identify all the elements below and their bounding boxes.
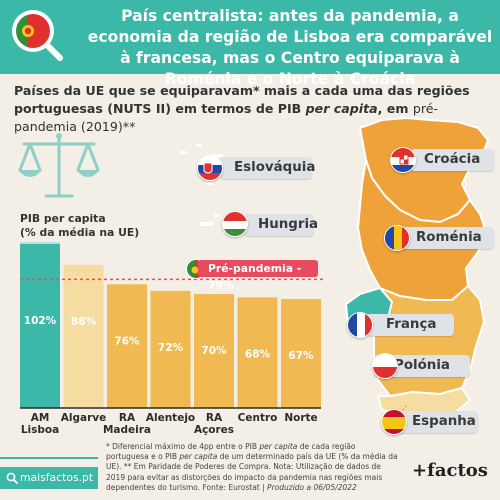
bar <box>150 290 191 408</box>
country-name: Croácia <box>424 152 481 167</box>
footer-divider <box>0 457 98 459</box>
bar-value-label: 72% <box>158 342 184 354</box>
x-tick-label: Lisboa <box>21 424 59 436</box>
country-label-slovakia: Eslováquia <box>220 157 316 179</box>
x-tick-label: Centro <box>238 412 278 424</box>
page-title: País centralista: antes da pandemia, a e… <box>87 7 493 88</box>
country-label-france: França <box>366 314 454 336</box>
brand-logo: +factos <box>412 460 488 481</box>
footnote-italic-2: per capita <box>179 452 218 462</box>
bar <box>237 297 278 408</box>
footnote-text-1: * Diferencial máximo de 4pp entre o PIB <box>106 442 260 451</box>
poland-flag <box>372 353 398 379</box>
bar <box>20 242 60 408</box>
bar <box>63 264 104 408</box>
bar <box>281 298 321 408</box>
country-name: Espanha <box>412 414 476 429</box>
reference-line-label: Pré-pandemia - 79% <box>198 260 318 292</box>
subtitle-part1: Países da UE que se equiparavam* mais a … <box>14 83 470 116</box>
y-axis-label: PIB per capita (% da média na UE) <box>20 212 139 240</box>
footnote-text-3: de um determinado país da UE (% da média… <box>106 452 398 492</box>
country-name: Roménia <box>416 230 482 245</box>
bar-value-label: 76% <box>114 335 140 347</box>
footnote-text-2: de cada região portuguesa e o PIB <box>106 442 356 462</box>
country-label-spain: Espanha <box>394 411 478 433</box>
country-name: França <box>386 317 437 332</box>
spain-flag <box>381 409 407 435</box>
subtitle-part2: , em <box>377 101 413 116</box>
bar <box>107 284 147 408</box>
bar <box>194 294 234 408</box>
x-tick-label: Açores <box>194 424 234 436</box>
footnote-italic-3: Produzido a 06/05/2022 <box>267 482 357 492</box>
x-tick-label: Norte <box>284 412 317 424</box>
bar-value-label: 88% <box>71 316 97 328</box>
subtitle-year: pré-pandemia (2019)** <box>14 101 439 134</box>
x-tick-label: RA <box>119 412 136 424</box>
x-tick-label: Madeira <box>103 424 151 436</box>
portugal-magnifier-icon <box>12 10 63 61</box>
footnote-italic-1: per capita <box>259 442 298 451</box>
romania-flag <box>384 225 410 251</box>
country-label-poland: Polónia <box>374 355 470 377</box>
bar-value-label: 68% <box>245 348 271 360</box>
slovakia-flag <box>197 155 223 181</box>
bar-value-label: 67% <box>288 350 314 362</box>
country-name: Polónia <box>394 358 450 373</box>
bar-value-label: 102% <box>24 315 57 327</box>
footnote: * Diferencial máximo de 4pp entre o PIB … <box>106 442 398 493</box>
country-label-hungary: Hungria <box>244 214 318 236</box>
bar-value-label: 70% <box>201 345 227 357</box>
magnifier-icon <box>6 472 18 484</box>
bars-layer <box>20 242 321 409</box>
bar-highlight <box>20 242 60 244</box>
country-name: Eslováquia <box>234 160 316 175</box>
france-flag <box>347 312 373 338</box>
hungary-flag <box>222 211 248 237</box>
madeira-islands <box>200 214 219 226</box>
header-banner: País centralista: antes da pandemia, a e… <box>0 0 500 88</box>
site-link[interactable]: maisfactos.pt <box>0 467 98 489</box>
scales-icon <box>18 133 100 198</box>
country-label-croatia: Croácia <box>410 149 494 171</box>
subtitle-italic: per capita <box>305 101 378 116</box>
country-label-romania: Roménia <box>402 227 494 249</box>
chart-subtitle: Países da UE que se equiparavam* mais a … <box>14 82 494 136</box>
x-tick-label: Alentejo <box>146 412 195 424</box>
site-url: maisfactos.pt <box>20 471 94 484</box>
labels-layer: 102%AMLisboa88%Algarve76%RAMadeira72%Ale… <box>21 315 318 436</box>
x-tick-label: AM <box>31 412 50 424</box>
x-tick-label: Algarve <box>61 412 106 424</box>
croatia-flag <box>390 147 416 173</box>
x-tick-label: RA <box>206 412 223 424</box>
y-axis-label-line2: (% da média na UE) <box>20 226 140 239</box>
y-axis-label-line1: PIB per capita <box>20 212 106 225</box>
country-name: Hungria <box>258 217 319 232</box>
